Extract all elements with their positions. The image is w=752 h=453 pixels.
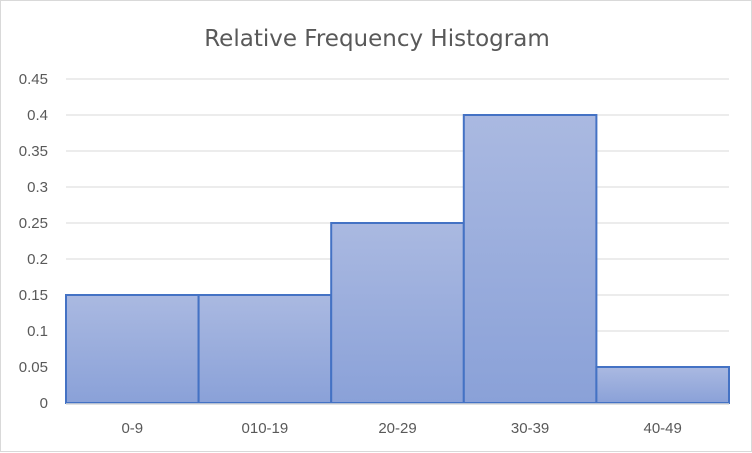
y-tick-label: 0 [40,395,48,412]
bar-30-39 [462,114,598,404]
x-tick-label: 0-9 [121,420,143,437]
y-tick-label: 0.45 [19,71,48,88]
y-tick-label: 0.3 [27,179,48,196]
x-tick-label: 20-29 [378,420,416,437]
y-tick-label: 0.4 [27,107,48,124]
x-tick-label: 40-49 [644,420,682,437]
x-tick-label: 010-19 [242,420,289,437]
bar-20-29 [330,222,465,404]
bar-010-19 [197,294,333,404]
bar-40-49 [595,366,731,404]
bar-0-9 [65,294,200,404]
y-tick-label: 0.15 [19,287,48,304]
y-tick-label: 0.1 [27,323,48,340]
y-tick-label: 0.2 [27,251,48,268]
y-tick-label: 0.25 [19,215,48,232]
y-tick-label: 0.35 [19,143,48,160]
y-tick-label: 0.05 [19,359,48,376]
x-tick-label: 30-39 [511,420,549,437]
chart-title: Relative Frequency Histogram [204,26,550,52]
